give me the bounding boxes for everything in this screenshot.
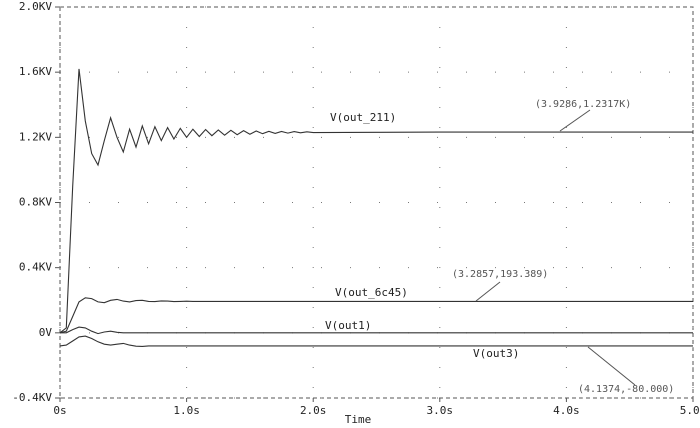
series-label: V(out_6c45) — [335, 286, 408, 299]
series-line — [59, 335, 693, 347]
x-tick-label: 4.0s — [553, 404, 580, 417]
y-tick-label: 0V — [39, 326, 53, 339]
series-label: V(out3) — [473, 347, 519, 360]
series-line — [59, 68, 693, 334]
y-tick-label: 1.6KV — [19, 65, 52, 78]
series-line — [60, 326, 693, 335]
y-tick-label: 0.4KV — [19, 261, 52, 274]
x-tick-label: 1.0s — [173, 404, 200, 417]
y-tick-label: -0.4KV — [12, 391, 52, 404]
annotation: (3.2857,193.389) — [452, 269, 548, 280]
y-tick-label: 1.2KV — [19, 130, 52, 143]
series-label: V(out1) — [325, 319, 371, 332]
annotation: (3.9286,1.2317K) — [535, 99, 631, 110]
plot-frame — [59, 6, 694, 399]
x-tick-label: 5.0s — [680, 404, 700, 417]
annotation-pointer — [587, 346, 636, 386]
y-tick-label: 0.8KV — [19, 196, 52, 209]
x-tick-label: 0s — [53, 404, 66, 417]
x-axis-label: Time — [345, 413, 372, 426]
series-label: V(out_211) — [330, 111, 396, 124]
x-tick-label: 2.0s — [300, 404, 327, 417]
annotation: (4.1374,-80.000) — [578, 384, 674, 395]
y-tick-label: 2.0KV — [19, 0, 52, 13]
annotation-pointer — [559, 109, 591, 132]
x-tick-label: 3.0s — [427, 404, 454, 417]
annotation-pointer — [475, 281, 501, 302]
series-line — [59, 297, 693, 334]
